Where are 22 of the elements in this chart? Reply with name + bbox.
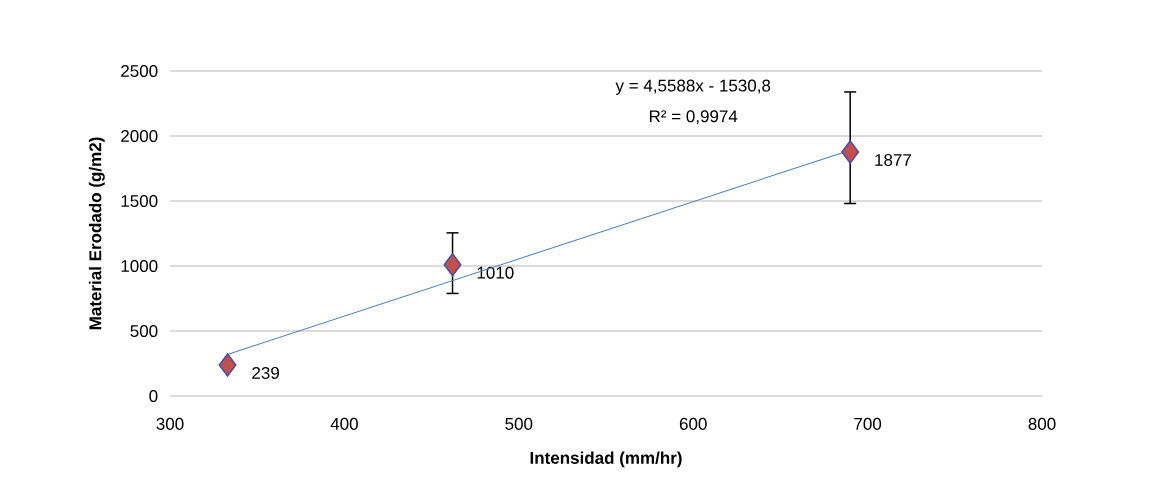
point [841, 140, 860, 164]
data-label: 1010 [477, 266, 514, 279]
y-tick-label: 2500 [121, 64, 158, 78]
x-tick-label: 500 [505, 417, 533, 430]
y-tick-label: 1000 [121, 259, 158, 273]
point [218, 353, 237, 377]
data-label: 239 [252, 366, 279, 379]
x-tick-label: 300 [156, 417, 184, 430]
data-label: 1877 [875, 153, 911, 167]
y-tick-label: 500 [130, 324, 158, 338]
y-axis-title: Material Erodado (g/m2) [88, 137, 105, 330]
annotation: y = 4,5588x - 1530,8 [615, 79, 771, 95]
y-tick-label: 2000 [121, 129, 158, 143]
x-tick-label: 400 [330, 417, 358, 430]
point [443, 252, 462, 277]
annotation: R² = 0,9974 [649, 110, 738, 125]
y-tick-label: 0 [149, 389, 158, 403]
x-axis-title: Intensidad (mm/hr) [530, 451, 682, 468]
x-tick-label: 600 [679, 417, 707, 430]
x-tick-label: 700 [854, 417, 882, 430]
y-tick-label: 1500 [121, 194, 158, 208]
x-tick-label: 800 [1028, 417, 1056, 430]
